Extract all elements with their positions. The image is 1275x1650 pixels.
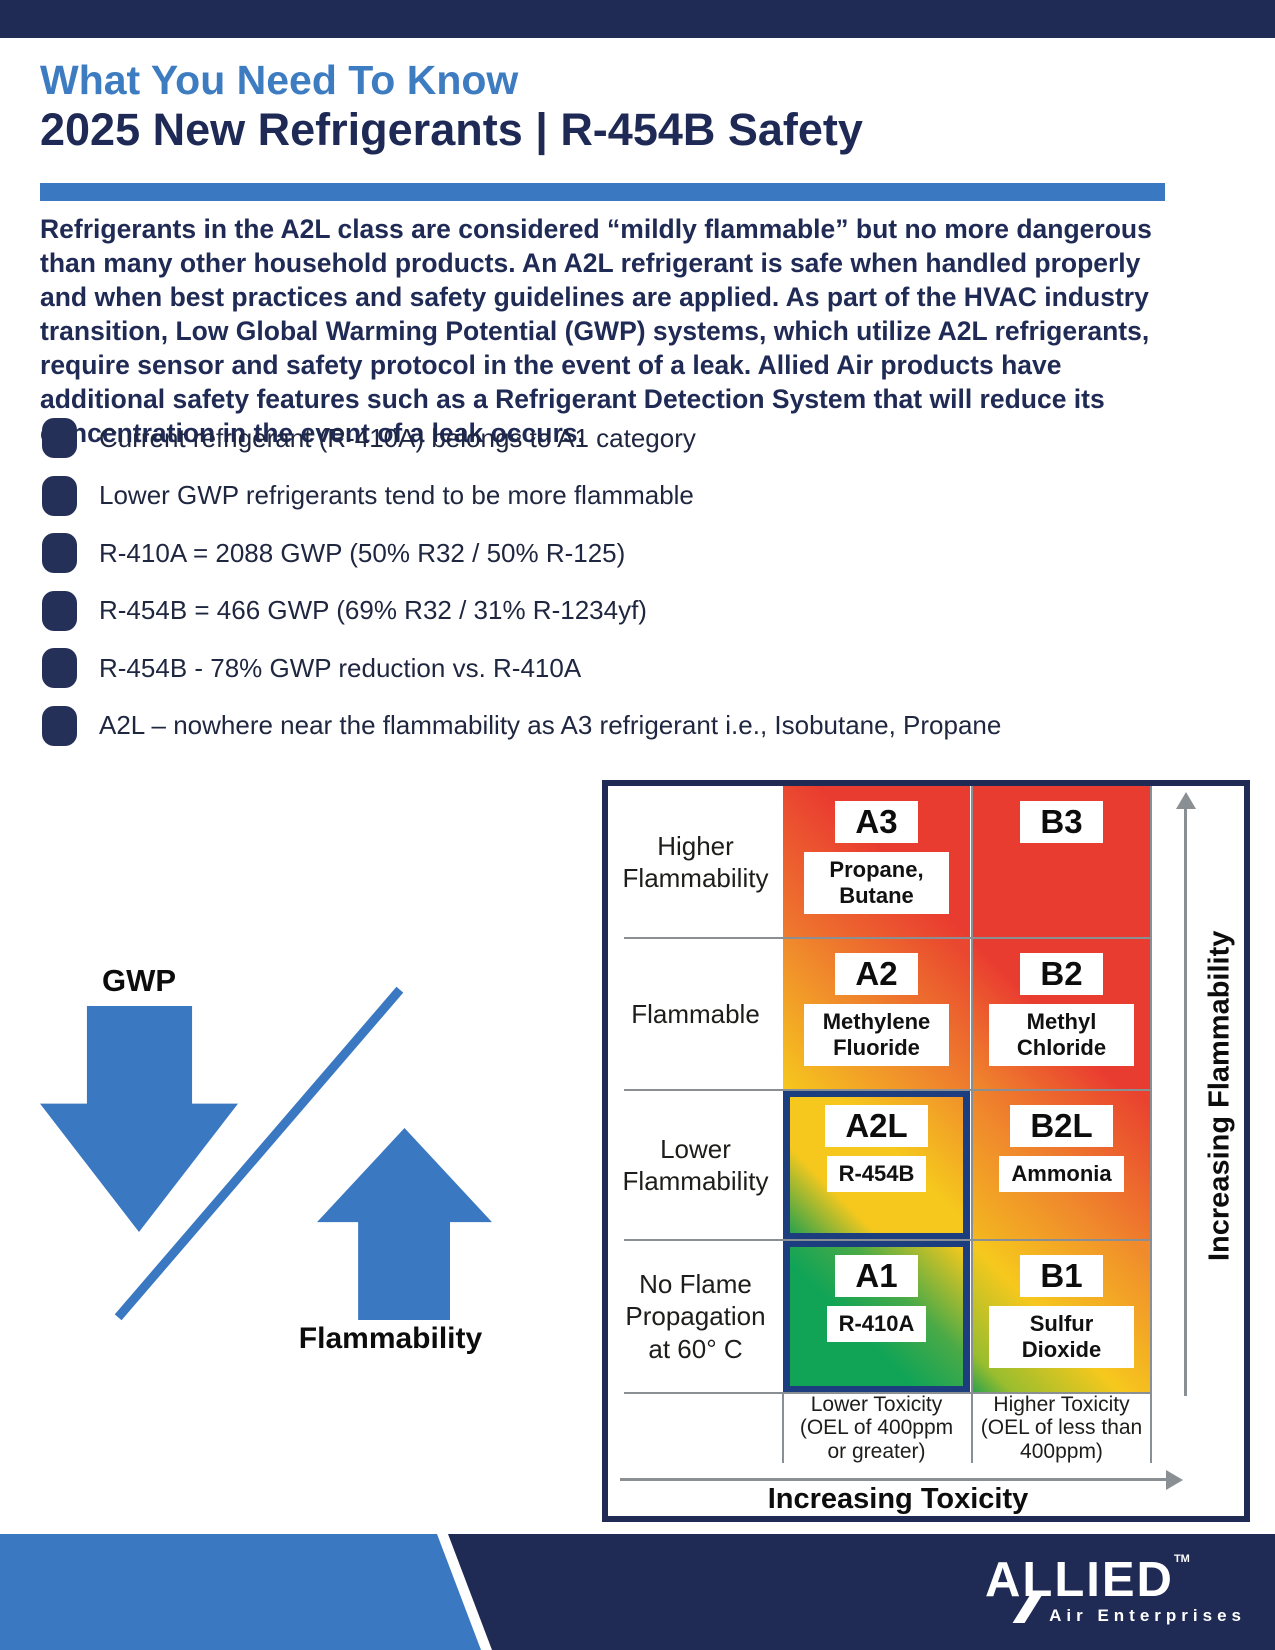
cell-code: B2 <box>1020 953 1103 995</box>
safety-classification-matrix: Higher Flammability Flammable Lower Flam… <box>602 780 1250 1522</box>
cell-code: A2 <box>835 953 918 995</box>
bullet-square-icon <box>42 705 77 746</box>
grid-line <box>1150 786 1152 1463</box>
cell-code: A2L <box>825 1105 928 1147</box>
list-item: R-410A = 2088 GWP (50% R32 / 50% R-125) <box>42 533 1222 574</box>
brand-text: ALLIED <box>985 1553 1174 1607</box>
up-arrow-icon <box>317 1128 492 1320</box>
bullet-square-icon <box>42 533 77 574</box>
bullet-square-icon <box>42 590 77 631</box>
bullet-square-icon <box>42 418 77 458</box>
bullet-text: Current refrigerant (R-410A) belongs to … <box>99 422 696 453</box>
list-item: A2L – nowhere near the flammability as A… <box>42 705 1222 746</box>
flammability-axis-arrowhead-icon <box>1176 792 1196 809</box>
cell-code: B1 <box>1020 1255 1103 1297</box>
matrix-cell-b3: B3 <box>973 786 1150 938</box>
matrix-cell-a3: A3 Propane, Butane <box>783 786 970 938</box>
grid-line <box>782 1393 784 1463</box>
allied-logo-wordmark: ALLIEDTM <box>985 1553 1260 1607</box>
flammability-axis-arrow <box>1184 808 1187 1396</box>
toxicity-axis-arrowhead-icon <box>1166 1470 1183 1490</box>
matrix-row-label: Lower Flammability <box>622 1133 769 1197</box>
matrix-cell-b2: B2 Methyl Chloride <box>973 938 1150 1090</box>
matrix-row-label: Flammable <box>631 998 760 1029</box>
matrix-cell-a1-highlighted: A1 R-410A <box>783 1240 970 1393</box>
list-item: Current refrigerant (R-410A) belongs to … <box>42 418 1222 458</box>
cell-refrigerant-name: Methyl Chloride <box>989 1004 1134 1066</box>
title-underline-bar <box>40 183 1165 201</box>
bullet-text: A2L – nowhere near the flammability as A… <box>99 710 1002 741</box>
bullet-text: Lower GWP refrigerants tend to be more f… <box>99 480 694 511</box>
footer-blue-shape <box>0 1534 481 1650</box>
page-title: 2025 New Refrigerants | R-454B Safety <box>40 104 863 155</box>
footer-navy-shape <box>448 1534 1275 1650</box>
trademark-symbol: TM <box>1173 1553 1190 1565</box>
cell-code: A3 <box>835 801 918 843</box>
allied-logo-tagline: Air Enterprises <box>1049 1606 1246 1625</box>
bullet-text: R-454B - 78% GWP reduction vs. R-410A <box>99 652 582 683</box>
matrix-row-label: No Flame Propagation at 60° C <box>625 1268 766 1364</box>
list-item: Lower GWP refrigerants tend to be more f… <box>42 475 1222 516</box>
toxicity-column-label: Higher Toxicity (OEL of less than 400ppm… <box>980 1392 1143 1463</box>
down-arrow-icon <box>40 1006 238 1232</box>
grid-line <box>624 937 1152 939</box>
matrix-cell-b1: B1 Sulfur Dioxide <box>973 1240 1150 1393</box>
y-axis-label: Increasing Flammability <box>1203 930 1236 1262</box>
cell-refrigerant-name: Ammonia <box>999 1156 1124 1192</box>
cell-refrigerant-name: R-454B <box>826 1156 927 1192</box>
grid-line <box>624 1239 1152 1241</box>
gwp-label: GWP <box>101 963 177 998</box>
cell-code: A1 <box>835 1255 918 1297</box>
list-item: R-454B = 466 GWP (69% R32 / 31% R-1234yf… <box>42 590 1222 631</box>
cell-code: B3 <box>1020 801 1103 843</box>
toxicity-axis-arrow <box>620 1478 1170 1481</box>
matrix-cell-a2l-highlighted: A2L R-454B <box>783 1090 970 1240</box>
cell-refrigerant-name: Sulfur Dioxide <box>989 1306 1134 1368</box>
cell-code: B2L <box>1010 1105 1113 1147</box>
page-kicker: What You Need To Know <box>40 57 519 103</box>
toxicity-column-label: Lower Toxicity (OEL of 400ppm or greater… <box>799 1392 954 1463</box>
matrix-row-label: Higher Flammability <box>622 830 769 894</box>
intro-paragraph: Refrigerants in the A2L class are consid… <box>40 214 1152 448</box>
x-axis-label: Increasing Toxicity <box>767 1483 1029 1515</box>
bullet-square-icon <box>42 648 77 689</box>
grid-line <box>624 1392 1152 1394</box>
bullet-text: R-410A = 2088 GWP (50% R32 / 50% R-125) <box>99 537 626 568</box>
bullet-square-icon <box>42 475 77 516</box>
matrix-cell-b2l: B2L Ammonia <box>973 1090 1150 1240</box>
allied-logo: ALLIEDTM Air Enterprises <box>985 1553 1260 1626</box>
grid-line <box>971 786 973 1463</box>
list-item: R-454B - 78% GWP reduction vs. R-410A <box>42 648 1222 689</box>
flammability-label: Flammability <box>298 1322 483 1355</box>
cell-refrigerant-name: Methylene Fluoride <box>804 1004 949 1066</box>
matrix-cell-a2: A2 Methylene Fluoride <box>783 938 970 1090</box>
cell-refrigerant-name: R-410A <box>826 1306 927 1342</box>
bullet-list: Current refrigerant (R-410A) belongs to … <box>42 418 1222 764</box>
footer-band <box>0 1534 1275 1650</box>
cell-refrigerant-name: Propane, Butane <box>804 852 949 914</box>
grid-line <box>624 1089 1152 1091</box>
top-navy-bar <box>0 0 1275 38</box>
bullet-text: R-454B = 466 GWP (69% R32 / 31% R-1234yf… <box>99 595 647 626</box>
